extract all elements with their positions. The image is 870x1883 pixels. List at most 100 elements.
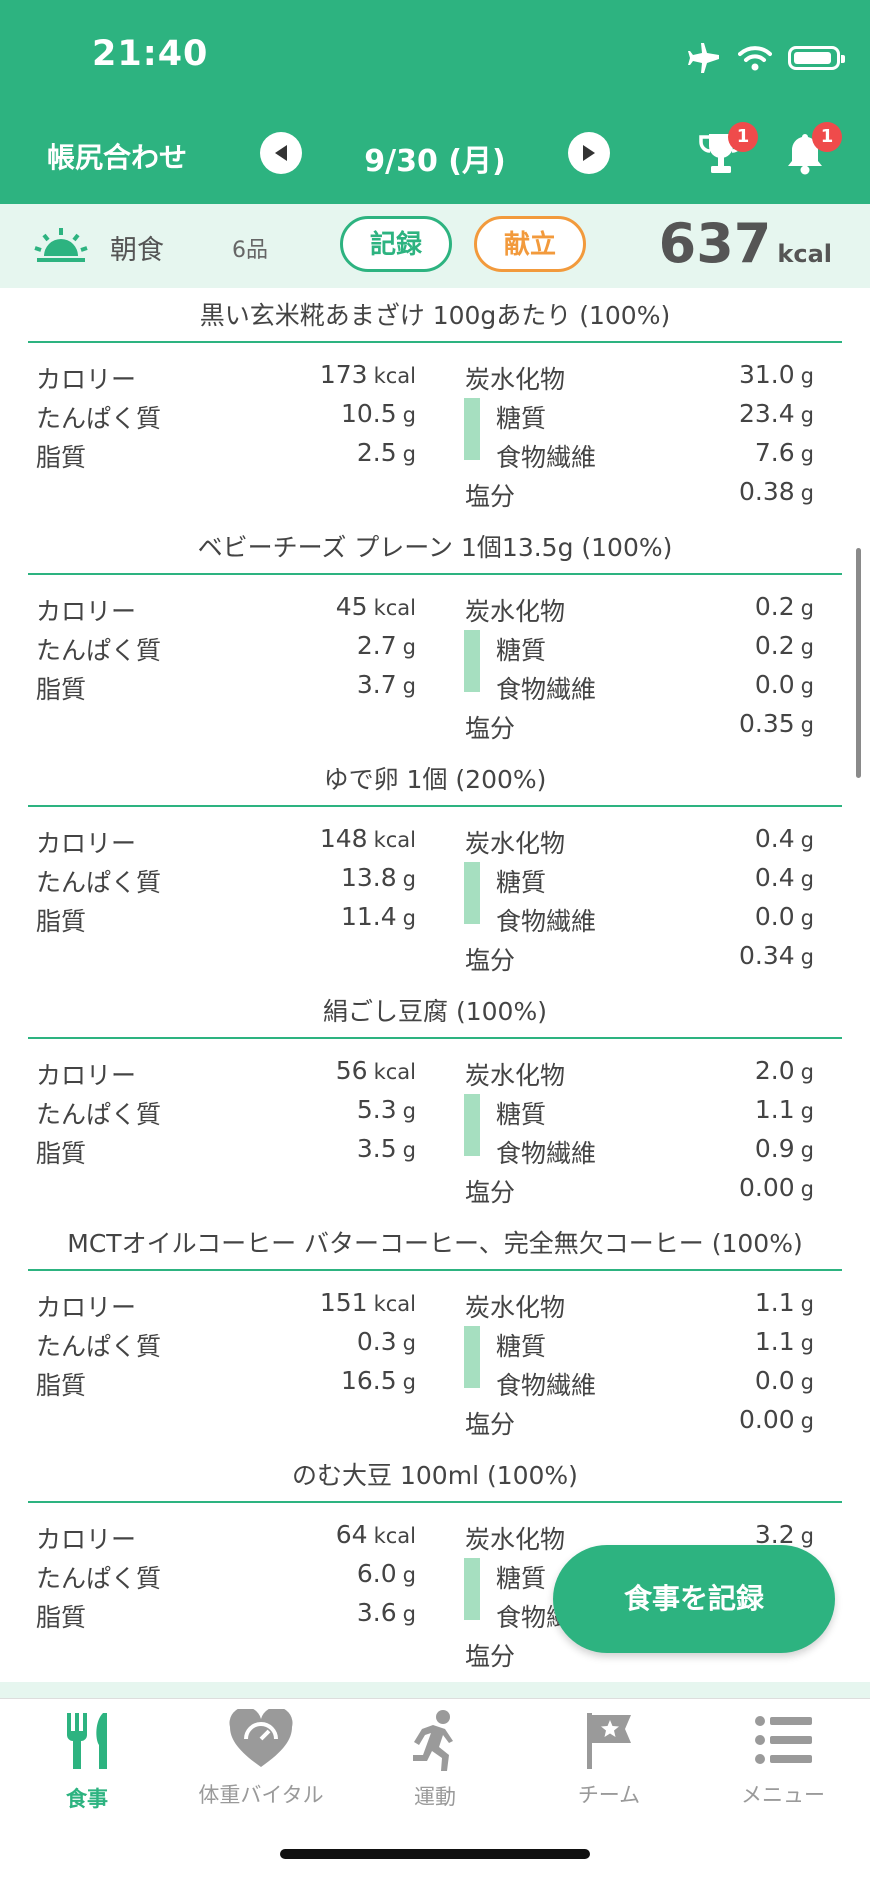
fiber-value: 0.0 g	[640, 670, 814, 699]
carbs-value: 0.2 g	[640, 592, 814, 621]
value-unit: g	[800, 1099, 814, 1123]
carbs-value: 3.2 g	[640, 1520, 814, 1549]
value-number: 0.00	[738, 1405, 795, 1434]
value-unit: g	[800, 596, 814, 620]
fiber-value: 0.0 g	[640, 1366, 814, 1395]
fork-knife-icon	[67, 1713, 107, 1769]
value-number: 0.34	[738, 941, 795, 970]
protein-label: たんぱく質	[36, 1100, 162, 1129]
value-number: 7.6	[754, 438, 795, 467]
calorie-label: カロリー	[36, 1525, 137, 1554]
value-unit: kcal	[373, 1292, 416, 1316]
meal-item-count: 6品	[232, 238, 268, 263]
home-indicator[interactable]	[280, 1849, 590, 1859]
food-item[interactable]: のむ大豆 100ml (100%) カロリー たんぱく質 脂質 64 kcal 6.0 g 3.…	[0, 1448, 870, 1680]
carbs-label: 炭水化物	[465, 829, 566, 858]
value-number: 1.1	[754, 1288, 795, 1317]
trophy-button[interactable]: 1	[696, 122, 758, 178]
value-unit: g	[800, 442, 814, 466]
fat-label: 脂質	[36, 1371, 87, 1400]
value-unit: kcal	[373, 1060, 416, 1084]
carbs-value: 0.4 g	[640, 824, 814, 853]
protein-value: 13.8 g	[250, 863, 416, 892]
sugar-fiber-bar	[464, 398, 480, 460]
fiber-label: 食物繊維	[496, 1371, 597, 1400]
value-unit: g	[800, 1292, 814, 1316]
sugar-fiber-bar	[464, 862, 480, 924]
sugar-value: 0.2 g	[640, 631, 814, 660]
tab-exercise[interactable]: 運動	[348, 1709, 522, 1811]
header-title[interactable]: 帳尻合わせ	[47, 141, 188, 174]
value-number: 0.3	[356, 1327, 397, 1356]
value-number: 0.2	[754, 592, 795, 621]
value-number: 64	[335, 1520, 368, 1549]
tab-meal[interactable]: 食事	[0, 1709, 174, 1813]
food-item-title: のむ大豆 100ml (100%)	[292, 1461, 578, 1490]
value-unit: g	[800, 1409, 814, 1433]
value-number: 1.1	[754, 1327, 795, 1356]
menu-plan-button[interactable]: 献立	[474, 216, 586, 272]
tab-label: メニュー	[741, 1783, 825, 1807]
calorie-label: カロリー	[36, 365, 137, 394]
sugar-value: 23.4 g	[640, 399, 814, 428]
record-button[interactable]: 記録	[340, 216, 452, 272]
previous-date-button[interactable]	[260, 132, 302, 174]
value-unit: g	[402, 403, 416, 427]
carbs-label: 炭水化物	[465, 1293, 566, 1322]
tab-label: 食事	[66, 1787, 108, 1811]
carbs-label: 炭水化物	[465, 597, 566, 626]
protein-value: 6.0 g	[250, 1559, 416, 1588]
food-item-title: MCTオイルコーヒー バターコーヒー、完全無欠コーヒー (100%)	[67, 1229, 803, 1258]
calorie-value: 173 kcal	[250, 360, 416, 389]
value-number: 3.6	[356, 1598, 397, 1627]
value-unit: g	[800, 674, 814, 698]
food-item[interactable]: MCTオイルコーヒー バターコーヒー、完全無欠コーヒー (100%) カロリー たん…	[0, 1216, 870, 1448]
fiber-value: 0.0 g	[640, 902, 814, 931]
scroll-indicator[interactable]	[856, 548, 861, 778]
date-label[interactable]: 9/30 (月)	[364, 144, 506, 179]
salt-value: 0.38 g	[640, 477, 814, 506]
tab-label: チーム	[577, 1783, 641, 1807]
value-unit: g	[800, 945, 814, 969]
value-number: 10.5	[340, 399, 397, 428]
value-unit: g	[800, 364, 814, 388]
value-number: 56	[335, 1056, 368, 1085]
food-item[interactable]: ゆで卵 1個 (200%) カロリー たんぱく質 脂質 148 kcal 13.8 g 11.4…	[0, 752, 870, 984]
carbs-value: 1.1 g	[640, 1288, 814, 1317]
calorie-label: カロリー	[36, 597, 137, 626]
fat-label: 脂質	[36, 443, 87, 472]
record-meal-button[interactable]: 食事を記録	[553, 1545, 835, 1653]
food-item[interactable]: 絹ごし豆腐 (100%) カロリー たんぱく質 脂質 56 kcal 5.3 g 3.5 g 炭水化…	[0, 984, 870, 1216]
food-item-title: ゆで卵 1個 (200%)	[323, 765, 547, 794]
next-date-button[interactable]	[568, 132, 610, 174]
fat-label: 脂質	[36, 1139, 87, 1168]
value-number: 2.7	[356, 631, 397, 660]
tab-team[interactable]: チーム	[522, 1709, 696, 1809]
fiber-label: 食物繊維	[496, 675, 597, 704]
food-item-list[interactable]: 黒い玄米糀あまざけ 100gあたり (100%) カロリー たんぱく質 脂質 173 kc…	[0, 288, 870, 1684]
food-item[interactable]: 黒い玄米糀あまざけ 100gあたり (100%) カロリー たんぱく質 脂質 173 kc…	[0, 288, 870, 520]
notification-button[interactable]: 1	[780, 122, 842, 178]
status-icons	[686, 40, 845, 76]
sunrise-icon	[34, 228, 88, 262]
tab-menu[interactable]: メニュー	[696, 1709, 870, 1809]
sugar-fiber-bar	[464, 1094, 480, 1156]
notification-badge: 1	[812, 122, 842, 152]
sugar-fiber-bar	[464, 1558, 480, 1620]
food-item[interactable]: ベビーチーズ プレーン 1個13.5g (100%) カロリー たんぱく質 脂質 45 k…	[0, 520, 870, 752]
protein-value: 10.5 g	[250, 399, 416, 428]
value-number: 3.7	[356, 670, 397, 699]
value-unit: g	[800, 1331, 814, 1355]
tab-weight-vital[interactable]: 体重バイタル	[174, 1709, 348, 1809]
meal-summary-bar: 朝食 6品 記録 献立 637 kcal	[0, 204, 870, 288]
calorie-value: 148 kcal	[250, 824, 416, 853]
trophy-badge: 1	[728, 122, 758, 152]
triangle-left-icon	[275, 145, 287, 161]
salt-label: 塩分	[465, 1178, 516, 1207]
fat-value: 3.5 g	[250, 1134, 416, 1163]
sugar-value: 1.1 g	[640, 1327, 814, 1356]
salt-value: 0.00 g	[640, 1173, 814, 1202]
value-number: 0.35	[738, 709, 795, 738]
fiber-label: 食物繊維	[496, 443, 597, 472]
calorie-value: 64 kcal	[250, 1520, 416, 1549]
